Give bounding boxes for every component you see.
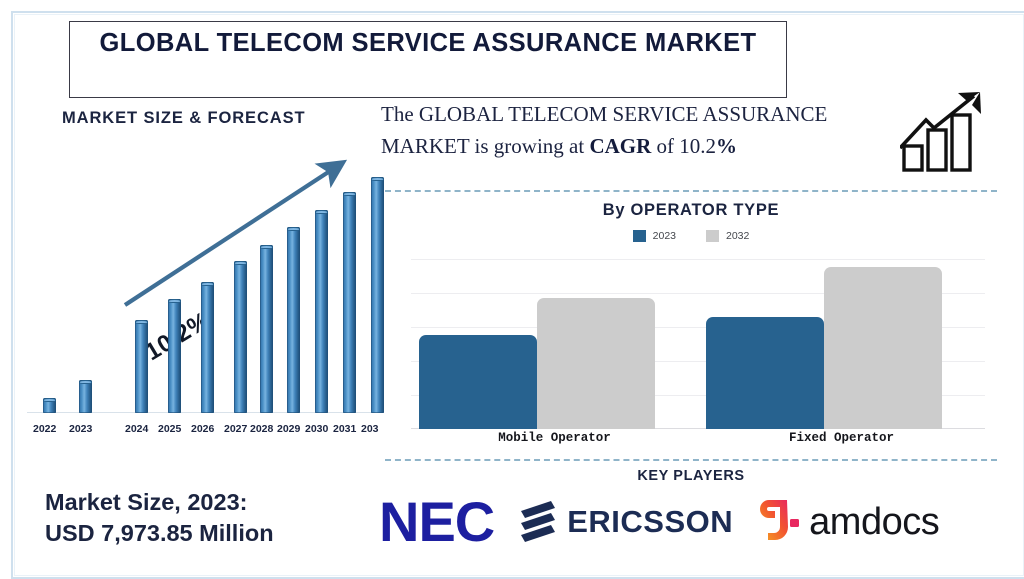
forecast-year-label-2031: 2031	[333, 423, 357, 435]
forecast-bar-2026	[201, 282, 214, 413]
ericsson-wordmark: ERICSSON	[567, 504, 734, 539]
operator-category-mobile: Mobile Operator	[498, 431, 611, 445]
forecast-bar-2024	[135, 320, 148, 413]
legend-item-2032: 2032	[706, 230, 749, 242]
amdocs-logo: amdocs	[757, 497, 940, 547]
cagr-statement-mid: of 10.2	[651, 134, 717, 158]
forecast-year-label-2022: 2022	[33, 423, 57, 435]
forecast-year-label-2024: 2024	[125, 423, 149, 435]
forecast-year-label-2026: 2026	[191, 423, 215, 435]
gridline-3	[411, 361, 985, 362]
forecast-bar-2027	[234, 261, 247, 413]
operator-type-legend: 2023 2032	[385, 230, 997, 242]
operator-bar-mobile-operator-2023	[419, 335, 537, 429]
nec-logo: NEC	[379, 490, 495, 553]
key-players-logos: NEC ERICSSON amdocs	[379, 489, 1019, 555]
forecast-bar-2028	[260, 245, 273, 413]
operator-category-fixed: Fixed Operator	[788, 431, 895, 445]
forecast-year-label-2032: 203	[361, 423, 379, 435]
operator-bar-mobile-operator-2032	[537, 298, 655, 429]
legend-label-2032: 2032	[726, 230, 750, 242]
operator-type-plot	[411, 259, 985, 429]
forecast-bar-2032	[371, 177, 384, 413]
market-size-value: Market Size, 2023: USD 7,973.85 Million	[45, 487, 375, 549]
cagr-keyword: CAGR	[589, 134, 652, 158]
divider-bottom-dashed	[385, 459, 997, 461]
cagr-percent-sign: %	[716, 134, 738, 158]
forecast-bar-2029	[287, 227, 300, 413]
forecast-year-label-2025: 2025	[158, 423, 182, 435]
ericsson-mark-icon	[521, 501, 556, 542]
amdocs-wordmark: amdocs	[809, 500, 940, 543]
legend-swatch-2032	[706, 230, 719, 242]
operator-baseline	[411, 427, 985, 429]
forecast-bar-2023	[79, 380, 92, 413]
market-size-line-1: Market Size, 2023:	[45, 489, 248, 515]
gridline-2	[411, 327, 985, 328]
market-size-forecast-label: MARKET SIZE & FORECAST	[62, 109, 306, 127]
amdocs-mark-icon	[760, 500, 800, 540]
forecast-bar-2022	[43, 398, 56, 413]
forecast-year-label-2029: 2029	[277, 423, 301, 435]
operator-bar-fixed-operator-2023	[706, 317, 824, 429]
title-box	[69, 21, 787, 98]
divider-top-dashed	[385, 190, 997, 192]
legend-label-2023: 2023	[652, 230, 676, 242]
cagr-statement-pre: The GLOBAL TELECOM SERVICE ASSURANCE MAR…	[381, 102, 828, 158]
market-size-line-2: USD 7,973.85 Million	[45, 520, 274, 546]
forecast-bar-2030	[315, 210, 328, 413]
market-size-forecast-chart: 10.2% 2022202320242025202620272028202920…	[15, 157, 387, 439]
forecast-year-label-2030: 2030	[305, 423, 329, 435]
forecast-bar-2031	[343, 192, 356, 413]
legend-swatch-2023	[632, 230, 646, 242]
operator-type-title: By OPERATOR TYPE	[602, 201, 780, 219]
gridline-1	[411, 293, 985, 294]
operator-bar-fixed-operator-2032	[824, 267, 942, 429]
gridline-4	[411, 395, 985, 396]
bar-chart-growth-arrow-icon	[900, 92, 981, 172]
forecast-bar-2025	[168, 299, 181, 413]
ericsson-logo: ERICSSON	[518, 499, 733, 545]
page-title: GLOBAL TELECOM SERVICE ASSURANCE MARKET	[99, 29, 757, 57]
forecast-year-label-2028: 2028	[250, 423, 274, 435]
cagr-statement: The GLOBAL TELECOM SERVICE ASSURANCE MAR…	[381, 98, 901, 162]
forecast-year-label-2023: 2023	[69, 423, 93, 435]
forecast-year-label-2027: 2027	[224, 423, 248, 435]
legend-item-2023: 2023	[632, 230, 676, 242]
key-players-label: KEY PLAYERS	[637, 468, 745, 484]
gridline-0	[411, 259, 985, 260]
